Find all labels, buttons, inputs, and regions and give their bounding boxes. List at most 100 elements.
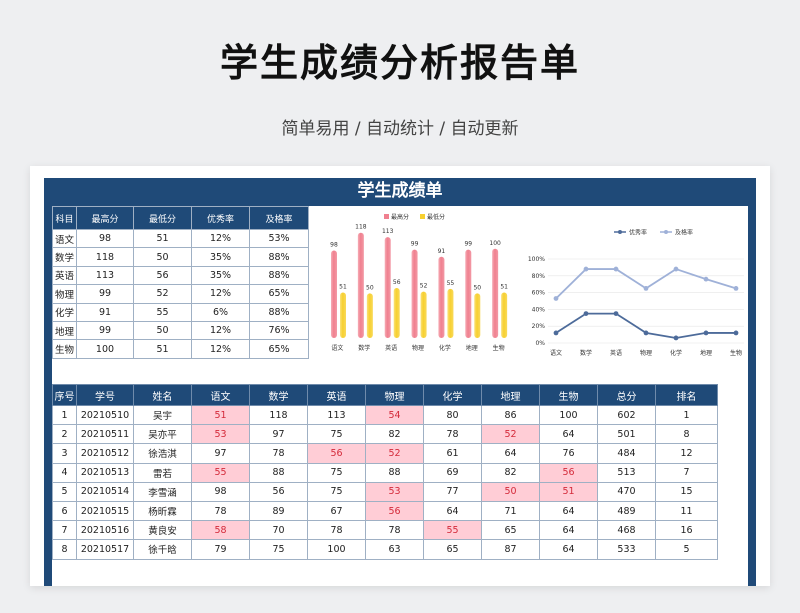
column-header[interactable]: 语文 xyxy=(191,384,250,406)
table-cell[interactable]: 88 xyxy=(365,462,424,483)
column-header[interactable]: 总分 xyxy=(597,384,656,406)
table-cell[interactable]: 89 xyxy=(249,500,308,522)
table-cell[interactable]: 1 xyxy=(655,404,718,426)
table-cell[interactable]: 4 xyxy=(52,462,77,483)
table-cell[interactable]: 20210514 xyxy=(76,481,134,502)
table-cell[interactable]: 78 xyxy=(307,520,366,541)
table-cell[interactable]: 88 xyxy=(249,462,308,483)
table-cell[interactable]: 78 xyxy=(423,424,482,445)
table-cell[interactable]: 吴亦平 xyxy=(133,424,192,445)
table-cell[interactable]: 64 xyxy=(539,424,598,445)
table-cell[interactable]: 533 xyxy=(597,539,656,560)
table-cell[interactable]: 69 xyxy=(423,462,482,483)
column-header[interactable]: 学号 xyxy=(76,384,134,406)
table-cell[interactable]: 黄良安 xyxy=(133,520,192,541)
table-cell[interactable]: 75 xyxy=(249,539,308,560)
table-cell[interactable]: 16 xyxy=(655,520,718,541)
table-cell[interactable]: 75 xyxy=(307,481,366,502)
table-cell[interactable]: 71 xyxy=(481,500,540,522)
table-cell[interactable]: 470 xyxy=(597,481,656,502)
table-cell[interactable]: 87 xyxy=(481,539,540,560)
table-cell[interactable]: 602 xyxy=(597,404,656,426)
table-cell[interactable]: 12 xyxy=(655,443,718,464)
table-cell[interactable]: 113 xyxy=(307,404,366,426)
table-cell[interactable]: 489 xyxy=(597,500,656,522)
column-header[interactable]: 化学 xyxy=(423,384,482,406)
table-cell[interactable]: 54 xyxy=(365,404,424,426)
table-cell[interactable]: 78 xyxy=(249,443,308,464)
table-cell[interactable]: 56 xyxy=(249,481,308,502)
column-header[interactable]: 排名 xyxy=(655,384,718,406)
table-cell[interactable]: 53 xyxy=(365,481,424,502)
table-cell[interactable]: 52 xyxy=(365,443,424,464)
table-cell[interactable]: 484 xyxy=(597,443,656,464)
table-cell[interactable]: 78 xyxy=(191,500,250,522)
table-cell[interactable]: 11 xyxy=(655,500,718,522)
table-cell[interactable]: 8 xyxy=(52,539,77,560)
table-cell[interactable]: 97 xyxy=(249,424,308,445)
table-cell[interactable]: 56 xyxy=(307,443,366,464)
table-cell[interactable]: 64 xyxy=(539,520,598,541)
table-cell[interactable]: 20210513 xyxy=(76,462,134,483)
column-header[interactable]: 生物 xyxy=(539,384,598,406)
table-cell[interactable]: 8 xyxy=(655,424,718,445)
column-header[interactable]: 物理 xyxy=(365,384,424,406)
table-cell[interactable]: 20210512 xyxy=(76,443,134,464)
table-cell[interactable]: 7 xyxy=(655,462,718,483)
table-cell[interactable]: 501 xyxy=(597,424,656,445)
table-cell[interactable]: 56 xyxy=(365,500,424,522)
table-cell[interactable]: 65 xyxy=(481,520,540,541)
table-cell[interactable]: 80 xyxy=(423,404,482,426)
table-cell[interactable]: 20210517 xyxy=(76,539,134,560)
table-cell[interactable]: 64 xyxy=(539,539,598,560)
table-cell[interactable]: 55 xyxy=(423,520,482,541)
table-cell[interactable]: 3 xyxy=(52,443,77,464)
table-cell[interactable]: 56 xyxy=(539,462,598,483)
table-cell[interactable]: 64 xyxy=(423,500,482,522)
table-cell[interactable]: 徐千晗 xyxy=(133,539,192,560)
table-cell[interactable]: 李雪涵 xyxy=(133,481,192,502)
table-cell[interactable]: 118 xyxy=(249,404,308,426)
column-header[interactable]: 英语 xyxy=(307,384,366,406)
table-cell[interactable]: 468 xyxy=(597,520,656,541)
table-cell[interactable]: 70 xyxy=(249,520,308,541)
table-cell[interactable]: 97 xyxy=(191,443,250,464)
table-cell[interactable]: 75 xyxy=(307,424,366,445)
table-cell[interactable]: 20210516 xyxy=(76,520,134,541)
column-header[interactable]: 姓名 xyxy=(133,384,192,406)
table-cell[interactable]: 82 xyxy=(481,462,540,483)
table-cell[interactable]: 78 xyxy=(365,520,424,541)
table-cell[interactable]: 杨昕霖 xyxy=(133,500,192,522)
table-cell[interactable]: 63 xyxy=(365,539,424,560)
table-cell[interactable]: 1 xyxy=(52,404,77,426)
table-cell[interactable]: 67 xyxy=(307,500,366,522)
table-cell[interactable]: 53 xyxy=(191,424,250,445)
table-cell[interactable]: 20210511 xyxy=(76,424,134,445)
table-cell[interactable]: 6 xyxy=(52,500,77,522)
table-cell[interactable]: 82 xyxy=(365,424,424,445)
table-cell[interactable]: 50 xyxy=(481,481,540,502)
table-cell[interactable]: 15 xyxy=(655,481,718,502)
table-cell[interactable]: 65 xyxy=(423,539,482,560)
table-cell[interactable]: 100 xyxy=(539,404,598,426)
table-cell[interactable]: 20210515 xyxy=(76,500,134,522)
table-cell[interactable]: 徐浩淇 xyxy=(133,443,192,464)
table-cell[interactable]: 雷若 xyxy=(133,462,192,483)
table-cell[interactable]: 2 xyxy=(52,424,77,445)
table-cell[interactable]: 64 xyxy=(539,500,598,522)
column-header[interactable]: 序号 xyxy=(52,384,77,406)
table-cell[interactable]: 吴宇 xyxy=(133,404,192,426)
column-header[interactable]: 地理 xyxy=(481,384,540,406)
table-cell[interactable]: 100 xyxy=(307,539,366,560)
column-header[interactable]: 数学 xyxy=(249,384,308,406)
table-cell[interactable]: 77 xyxy=(423,481,482,502)
table-cell[interactable]: 7 xyxy=(52,520,77,541)
table-cell[interactable]: 5 xyxy=(52,481,77,502)
table-cell[interactable]: 5 xyxy=(655,539,718,560)
table-cell[interactable]: 61 xyxy=(423,443,482,464)
table-cell[interactable]: 20210510 xyxy=(76,404,134,426)
table-cell[interactable]: 86 xyxy=(481,404,540,426)
table-cell[interactable]: 79 xyxy=(191,539,250,560)
table-cell[interactable]: 58 xyxy=(191,520,250,541)
table-cell[interactable]: 513 xyxy=(597,462,656,483)
